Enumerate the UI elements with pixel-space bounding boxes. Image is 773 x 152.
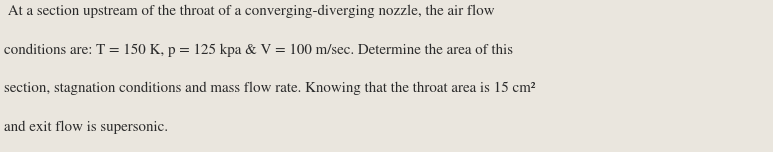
Text: section, stagnation conditions and mass flow rate. Knowing that the throat area : section, stagnation conditions and mass … — [4, 82, 535, 95]
Text: conditions are: T = 150 K, p = 125 kpa & V = 100 m/sec. Determine the area of th: conditions are: T = 150 K, p = 125 kpa &… — [4, 43, 512, 57]
Text: At a section upstream of the throat of a converging-diverging nozzle, the air fl: At a section upstream of the throat of a… — [4, 5, 495, 18]
Text: and exit flow is supersonic.: and exit flow is supersonic. — [4, 121, 168, 134]
